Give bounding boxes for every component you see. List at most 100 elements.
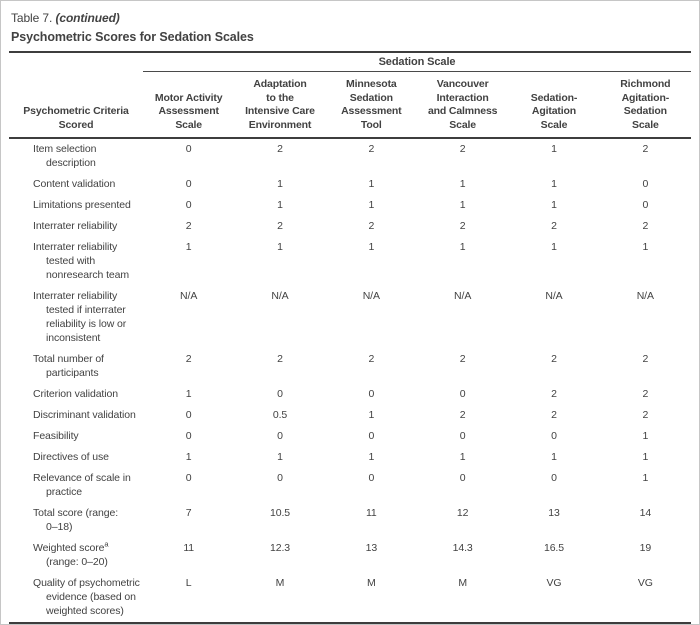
score-cell: 1 bbox=[642, 430, 649, 442]
criteria-cell: Interrater reliability bbox=[33, 220, 118, 232]
table-row: Interrater reliability tested with nonrese… bbox=[9, 237, 691, 286]
score-cell: 2 bbox=[459, 220, 466, 232]
table-row: Criterion validation 1 0 0 0 2 2 bbox=[9, 384, 691, 405]
score-cell: 16.5 bbox=[543, 542, 564, 554]
score-cell: 1 bbox=[185, 388, 192, 400]
score-cell: 0 bbox=[185, 472, 192, 484]
score-cell: 1 bbox=[459, 178, 466, 190]
score-cell: 12.3 bbox=[269, 542, 291, 554]
score-cell: 2 bbox=[277, 220, 283, 232]
column-header-row: Psychometric Criteria Scored Motor Activit… bbox=[9, 71, 691, 139]
score-cell: 0 bbox=[185, 178, 192, 190]
table-row: Interrater reliability 2 2 2 2 2 2 bbox=[9, 216, 691, 237]
table-continued-note: (continued) bbox=[55, 11, 120, 25]
score-cell: 2 bbox=[459, 353, 466, 365]
score-cell: 2 bbox=[551, 353, 557, 365]
criteria-cell: Interrater reliability tested with nonrese… bbox=[33, 241, 130, 281]
scale-column-header: Minnesota Sedation Assessment Tool bbox=[325, 71, 417, 139]
score-cell: 11 bbox=[365, 507, 377, 519]
score-cell: 1 bbox=[185, 451, 192, 463]
score-cell: N/A bbox=[271, 290, 289, 302]
score-cell: 2 bbox=[185, 220, 192, 232]
table-row: Interrater reliability tested if interrat… bbox=[9, 286, 691, 349]
score-cell: 2 bbox=[551, 388, 557, 400]
score-cell: 1 bbox=[368, 409, 375, 421]
score-cell: 2 bbox=[277, 143, 283, 155]
score-cell: 0 bbox=[185, 143, 192, 155]
score-cell: 0 bbox=[185, 430, 192, 442]
criteria-cell: Feasibility bbox=[33, 430, 79, 442]
criteria-column-header: Psychometric Criteria Scored bbox=[9, 71, 143, 139]
criteria-cell: Directives of use bbox=[33, 451, 109, 463]
criteria-cell: Relevance of scale in practice bbox=[33, 472, 131, 498]
score-cell: 1 bbox=[277, 178, 283, 190]
score-cell: 14.3 bbox=[452, 542, 473, 554]
score-cell: 0 bbox=[551, 430, 557, 442]
score-cell: 13 bbox=[365, 542, 378, 554]
score-cell: 2 bbox=[642, 143, 649, 155]
score-cell: 2 bbox=[185, 353, 192, 365]
score-cell: 2 bbox=[642, 409, 649, 421]
score-cell: 0 bbox=[642, 199, 649, 211]
score-cell: VG bbox=[546, 577, 562, 589]
score-cell: 0 bbox=[459, 430, 466, 442]
table-row: Directives of use 1 1 1 1 1 1 bbox=[9, 447, 691, 468]
scale-column-header: Adaptation to the Intensive Care Environmen… bbox=[234, 71, 326, 139]
table-caption: Table 7. (continued) bbox=[11, 11, 691, 25]
score-cell: 1 bbox=[459, 199, 466, 211]
score-cell: 1 bbox=[277, 199, 283, 211]
score-cell: 1 bbox=[551, 451, 557, 463]
score-cell: N/A bbox=[180, 290, 198, 302]
score-cell: 13 bbox=[548, 507, 560, 519]
score-cell: 2 bbox=[368, 220, 375, 232]
score-cell: 0 bbox=[459, 472, 466, 484]
score-cell: 0 bbox=[368, 388, 375, 400]
table-header: Sedation Scale Psychometric Criteria Scor… bbox=[9, 52, 691, 139]
score-cell: 10.5 bbox=[269, 507, 291, 519]
score-cell: 1 bbox=[642, 241, 649, 253]
score-cell: 0 bbox=[277, 430, 283, 442]
score-cell: 2 bbox=[368, 353, 375, 365]
score-cell: 1 bbox=[642, 472, 649, 484]
criteria-cell: Total number of participants bbox=[33, 353, 104, 379]
score-cell: 1 bbox=[185, 241, 192, 253]
score-cell: 0 bbox=[277, 472, 283, 484]
score-cell: 12 bbox=[456, 507, 469, 519]
table-row: Total number of participants 2 2 2 2 2 2 bbox=[9, 349, 691, 384]
score-cell: 2 bbox=[642, 220, 649, 232]
score-cell: 0 bbox=[551, 472, 557, 484]
criteria-cell: Weighted scorea (range: 0–20) bbox=[33, 539, 109, 568]
criteria-cell: Content validation bbox=[33, 178, 116, 190]
table-row: Relevance of scale in practice 0 0 0 0 0 1 bbox=[9, 468, 691, 503]
score-cell: 1 bbox=[277, 451, 283, 463]
table-row: Weighted scorea (range: 0–20) 11 12.3 13 14.3… bbox=[9, 538, 691, 573]
score-cell: 2 bbox=[459, 143, 466, 155]
criteria-cell: Item selection description bbox=[33, 143, 97, 169]
table-body: Item selection description 0 2 2 2 1 2 Content v… bbox=[9, 138, 691, 623]
score-cell: 14 bbox=[639, 507, 652, 519]
criteria-cell: Criterion validation bbox=[33, 388, 118, 400]
score-cell: N/A bbox=[454, 290, 472, 302]
criteria-cell: Interrater reliability tested if interrat… bbox=[33, 290, 127, 344]
scale-column-header: Richmond Agitation- Sedation Scale bbox=[599, 71, 691, 139]
table-row: Total score (range: 0–18) 7 10.5 11 12 13 14 bbox=[9, 503, 691, 538]
score-cell: 1 bbox=[642, 451, 649, 463]
score-cell: N/A bbox=[545, 290, 563, 302]
span-header-row: Sedation Scale bbox=[9, 52, 691, 72]
score-cell: 19 bbox=[639, 542, 652, 554]
criteria-cell: Limitations presented bbox=[33, 199, 131, 211]
score-cell: L bbox=[185, 577, 192, 589]
score-cell: 0 bbox=[368, 430, 375, 442]
score-cell: 1 bbox=[459, 241, 466, 253]
score-cell: 2 bbox=[551, 220, 557, 232]
table-row: Quality of psychometric evidence (based o… bbox=[9, 573, 691, 623]
criteria-cell: Discriminant validation bbox=[33, 409, 136, 421]
score-cell: 0 bbox=[459, 388, 466, 400]
table-title: Psychometric Scores for Sedation Scales bbox=[11, 30, 254, 44]
score-cell: 1 bbox=[551, 199, 557, 211]
criteria-cell: Quality of psychometric evidence (based o… bbox=[33, 577, 140, 617]
criteria-cell: Total score (range: 0–18) bbox=[33, 507, 119, 533]
table-row: Content validation 0 1 1 1 1 0 bbox=[9, 174, 691, 195]
psychometric-scores-table: Sedation Scale Psychometric Criteria Scor… bbox=[9, 51, 691, 624]
